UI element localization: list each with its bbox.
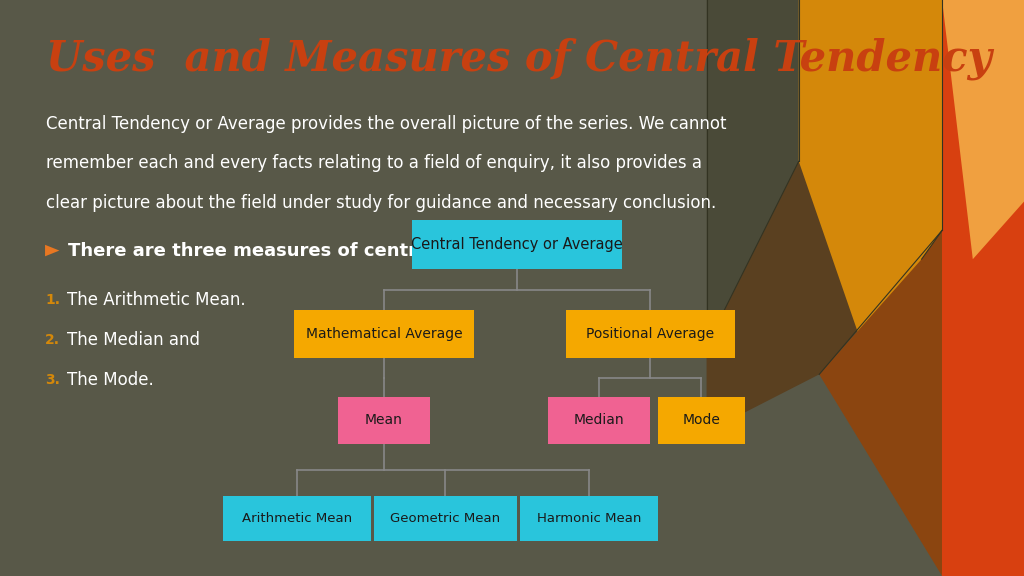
Text: clear picture about the field under study for guidance and necessary conclusion.: clear picture about the field under stud… — [46, 194, 717, 211]
Text: Uses  and Measures of Central Tendency: Uses and Measures of Central Tendency — [46, 37, 992, 80]
FancyBboxPatch shape — [658, 397, 745, 444]
Polygon shape — [819, 230, 942, 576]
Text: Arithmetic Mean: Arithmetic Mean — [242, 512, 352, 525]
Polygon shape — [707, 0, 799, 346]
FancyBboxPatch shape — [519, 496, 657, 541]
Polygon shape — [799, 0, 922, 173]
Text: Central Tendency or Average: Central Tendency or Average — [412, 237, 623, 252]
Text: 1.: 1. — [45, 293, 60, 306]
FancyBboxPatch shape — [374, 496, 517, 541]
Text: Harmonic Mean: Harmonic Mean — [537, 512, 641, 525]
Text: Median: Median — [573, 414, 625, 427]
Text: Mode: Mode — [683, 414, 720, 427]
FancyBboxPatch shape — [295, 310, 473, 358]
FancyBboxPatch shape — [412, 221, 622, 270]
Text: Positional Average: Positional Average — [586, 327, 715, 341]
Polygon shape — [707, 161, 922, 432]
Text: remember each and every facts relating to a field of enquiry, it also provides a: remember each and every facts relating t… — [46, 154, 702, 172]
FancyBboxPatch shape — [565, 310, 735, 358]
Text: There are three measures of central tendency..: There are three measures of central tend… — [68, 241, 547, 260]
Text: Central Tendency or Average provides the overall picture of the series. We canno: Central Tendency or Average provides the… — [46, 115, 727, 133]
Text: Mathematical Average: Mathematical Average — [306, 327, 462, 341]
Text: Geometric Mean: Geometric Mean — [390, 512, 501, 525]
FancyBboxPatch shape — [338, 397, 430, 444]
Polygon shape — [45, 245, 59, 256]
Text: Mean: Mean — [366, 414, 402, 427]
Polygon shape — [942, 0, 1024, 259]
Polygon shape — [799, 0, 942, 576]
Text: 2.: 2. — [45, 333, 60, 347]
Text: The Mode.: The Mode. — [67, 371, 154, 389]
Polygon shape — [942, 0, 1024, 576]
FancyBboxPatch shape — [548, 397, 650, 444]
FancyBboxPatch shape — [222, 496, 371, 541]
Text: The Median and: The Median and — [67, 331, 200, 349]
Text: The Arithmetic Mean.: The Arithmetic Mean. — [67, 290, 245, 309]
Text: 3.: 3. — [45, 373, 60, 387]
